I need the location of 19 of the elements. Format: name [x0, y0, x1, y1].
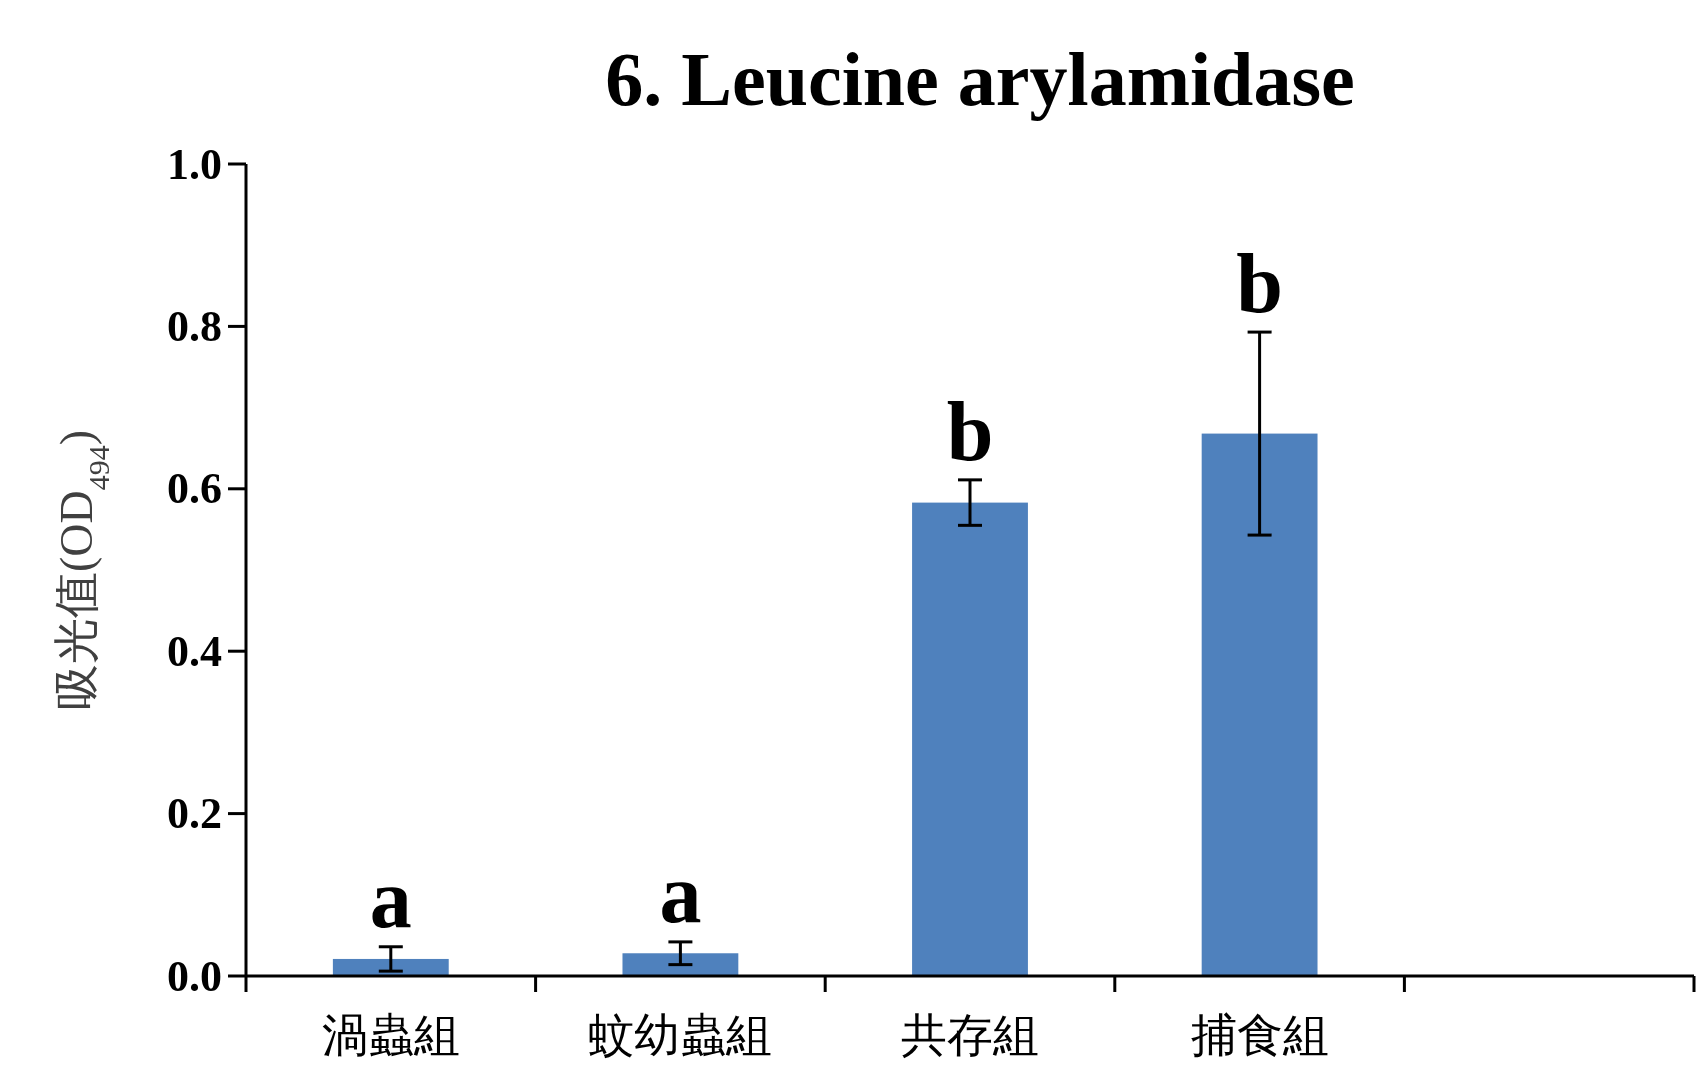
y-tick-label: 1.0 [167, 139, 222, 189]
bar [912, 502, 1028, 976]
y-tick-label: 0.2 [167, 789, 222, 839]
y-tick-label: 0.8 [167, 301, 222, 351]
y-tick-label: 0.4 [167, 626, 222, 676]
x-tick-label: 捕食組 [1190, 1010, 1329, 1061]
annotation: a [659, 846, 702, 940]
bar [622, 953, 739, 976]
x-tick-label: 渦蟲組 [321, 1010, 460, 1061]
y-tick-label: 0.6 [167, 464, 222, 514]
bar [1201, 433, 1318, 976]
annotation: a [369, 851, 412, 945]
bar [332, 958, 449, 976]
x-tick-label: 共存組 [901, 1010, 1039, 1061]
annotation: b [1236, 237, 1283, 331]
chart-title: 6. Leucine arylamidase [605, 37, 1355, 121]
y-tick-label: 0.0 [167, 951, 222, 1001]
x-tick-label: 蚊幼蟲組 [588, 1010, 773, 1061]
annotation: b [946, 384, 994, 478]
